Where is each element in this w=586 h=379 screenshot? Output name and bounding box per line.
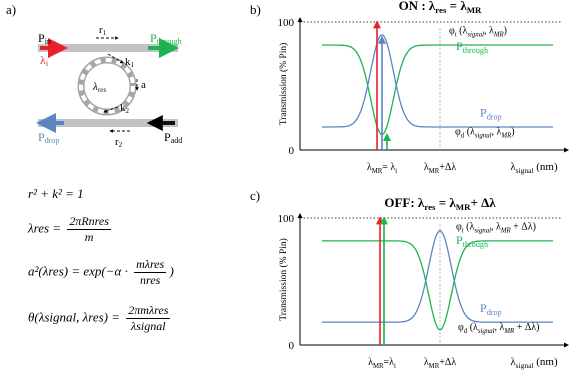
k2-label: k2 — [120, 102, 130, 115]
x-tick-lambda-mr: λMR=λi — [368, 357, 396, 370]
a-label: a — [141, 79, 146, 91]
equation-loss: a²(λres) = exp(−α · mλres nres ) — [28, 257, 174, 287]
chart-on: 0 100 Transmission (% Pin) ON : λres = λMR P… — [278, 0, 569, 175]
p-through-label: Pthrough — [150, 31, 182, 46]
p-in-label: Pin — [38, 31, 51, 46]
chart-off: 0 100 Transmission (% Pin) OFF: λres = λMR+… — [278, 195, 569, 370]
panel-label-b: b) — [250, 2, 261, 17]
equation-phase: θ(λsignal, λres) = 2πmλres λsignal — [28, 303, 171, 333]
k1-arrow — [107, 53, 124, 64]
series-pthrough — [322, 240, 553, 331]
annotation-phi-t: φt (λsignal, λMR + Δλ) — [456, 221, 536, 234]
legend-drop: Pdrop — [480, 301, 502, 317]
legend-through: Pthrough — [456, 39, 488, 55]
chart-title: OFF: λres = λMR+ Δλ — [384, 195, 496, 212]
k1-label: k1 — [125, 56, 135, 69]
k2-arrow — [103, 106, 119, 113]
y-tick-100: 100 — [278, 17, 295, 29]
series-pdrop — [322, 34, 553, 128]
r1-label: r1 — [99, 24, 107, 37]
chart-title: ON : λres = λMR — [399, 0, 482, 15]
x-tick-lambda-mr: λMR= λi — [367, 162, 397, 175]
y-axis-label: Transmission (% Pin) — [278, 43, 289, 126]
micro-ring-dashes — [79, 58, 135, 114]
series-pdrop — [322, 230, 553, 323]
y-axis-label: Transmission (% Pin) — [278, 238, 289, 321]
x-tick-lambda-mr-plus: λMR+Δλ — [424, 162, 457, 175]
panel-label-c: c) — [250, 188, 260, 203]
p-add-label: Padd — [164, 130, 182, 145]
p-drop-label: Pdrop — [38, 130, 59, 145]
equation-resonance: λres = 2πRnres m — [28, 214, 111, 244]
y-tick-0: 0 — [289, 340, 295, 352]
annotation-phi-d: φd (λsignal, λMR) — [455, 127, 515, 140]
x-axis-label: λsignal (nm) — [510, 356, 558, 370]
panel-label-a: a) — [6, 2, 16, 17]
x-tick-lambda-mr-plus: λMR+Δλ — [424, 357, 457, 370]
x-axis-label: λsignal (nm) — [510, 161, 558, 175]
legend-drop: Pdrop — [480, 106, 502, 122]
series-pthrough — [322, 44, 553, 136]
y-tick-100: 100 — [278, 213, 295, 225]
lambda-res-label: λres — [92, 81, 106, 94]
y-tick-0: 0 — [289, 145, 295, 157]
legend-through: Pthrough — [456, 233, 488, 249]
r2-label: r2 — [115, 136, 123, 149]
annotation-phi-d: φd (λsignal, λMR + Δλ) — [458, 322, 539, 335]
annotation-phi-t: φt (λsignal, λMR) — [449, 26, 507, 39]
lambda-i-label: λi — [40, 53, 49, 68]
equation-coupling: r² + k² = 1 — [28, 186, 84, 201]
